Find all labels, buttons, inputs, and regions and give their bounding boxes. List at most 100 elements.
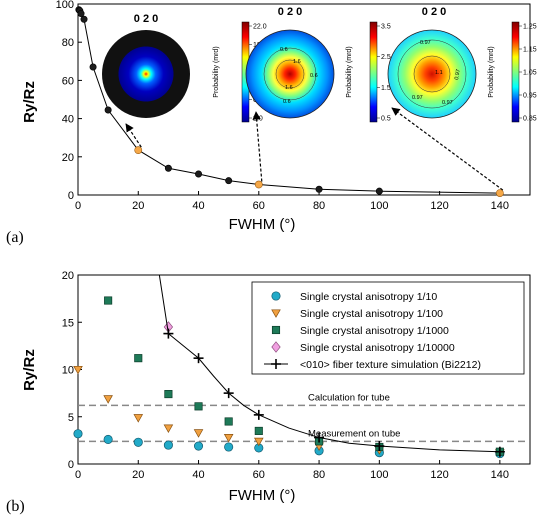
colorbar-tick-label: 22.0 xyxy=(253,24,267,31)
y-tick-label: 15 xyxy=(62,317,74,329)
colorbar-4: 1.25 1.15 1.05 0.95 0.85 Probability (mrd) xyxy=(488,21,537,123)
y-tick-label: 20 xyxy=(62,270,74,282)
x-tick-label: 120 xyxy=(430,200,448,212)
colorbar-tick-label: 0.85 xyxy=(523,116,537,123)
data-point xyxy=(195,170,203,178)
data-point xyxy=(89,63,97,71)
data-point xyxy=(77,10,85,18)
pole-figure-inset-1: 0 2 0 xyxy=(102,13,190,118)
series-5-point xyxy=(163,328,174,339)
series-3-point xyxy=(224,417,233,426)
panel-a-ylabel: Ry/Rz xyxy=(21,81,38,123)
inset-3-colorbar-label: Probability (mrd) xyxy=(346,46,353,97)
data-point xyxy=(315,185,323,193)
legend-entry: Single crystal anisotropy 1/10000 xyxy=(300,342,455,354)
panel-a-xlabel: FWHM (°) xyxy=(229,216,296,233)
series-1-point xyxy=(163,440,173,450)
panel-b-ylabel: Ry/Rz xyxy=(21,349,38,391)
colorbar-tick-label: 1.15 xyxy=(523,47,537,54)
legend: Single crystal anisotropy 1/10 Single cry… xyxy=(251,281,525,375)
y-tick-label: 80 xyxy=(62,37,74,49)
y-tick-label: 20 xyxy=(62,152,74,164)
panel-a-chart: 0 20 40 60 80 100 0 20 40 60 80 100 120 140 Ry/Rz FW… xyxy=(21,0,537,233)
contour-label: 1.6 xyxy=(285,85,293,91)
series-1-point xyxy=(133,437,143,447)
legend-entry: Single crystal anisotropy 1/1000 xyxy=(300,325,449,337)
contour-line xyxy=(263,47,317,101)
contour-line xyxy=(397,39,467,109)
inset-arrow xyxy=(391,107,504,191)
x-tick-label: 40 xyxy=(192,200,204,212)
inset-2-title: 0 2 0 xyxy=(278,6,302,18)
pole-figure-inset-2: 0 2 0 22.018.014.010.06.02.0 Probability… xyxy=(213,6,335,123)
series-3-point xyxy=(164,390,173,399)
y-tick-label: 100 xyxy=(56,0,74,11)
colorbar-tick-label: 3.5 xyxy=(381,24,391,31)
x-tick-label: 80 xyxy=(313,469,325,481)
pole-figure-inset-3: 0 2 0 3.5 2.5 1.5 0.5 Probability (mrd) 0.9… xyxy=(346,6,477,123)
series-2-point xyxy=(253,437,264,447)
inset-arrow xyxy=(252,111,263,182)
x-tick-label: 20 xyxy=(132,200,144,212)
fiber-simulation-curve xyxy=(158,274,500,453)
y-tick-label: 5 xyxy=(68,412,74,424)
x-tick-label: 60 xyxy=(253,200,265,212)
legend-marker xyxy=(271,309,281,318)
series-2-point xyxy=(163,424,174,433)
y-tick-label: 40 xyxy=(62,114,74,126)
legend-marker xyxy=(271,359,281,369)
inset-3-title: 0 2 0 xyxy=(422,6,446,18)
contour-label: 0.97 xyxy=(454,69,462,81)
colorbar-tick-label: 1.05 xyxy=(523,70,537,77)
legend-entry: Single crystal anisotropy 1/10 xyxy=(300,291,437,303)
inset-3-colorbar xyxy=(369,21,378,123)
series-2-point xyxy=(133,414,144,423)
data-point xyxy=(164,164,172,172)
panel-a-plot-frame xyxy=(77,3,531,196)
series-3-point xyxy=(104,296,113,305)
series-5-point xyxy=(253,409,264,420)
series-1-point xyxy=(103,434,113,444)
x-tick-label: 100 xyxy=(370,200,388,212)
contour-label: 0.6 xyxy=(310,73,318,79)
x-tick-label: 0 xyxy=(75,200,81,212)
inset-2-colorbar-label: Probability (mrd) xyxy=(213,46,220,97)
data-point xyxy=(80,15,88,23)
x-tick-label: 60 xyxy=(253,469,265,481)
legend-entry: Single crystal anisotropy 1/100 xyxy=(300,308,443,320)
series-3-point xyxy=(254,426,263,435)
contour-label: 0.6 xyxy=(283,99,291,105)
x-tick-label: 20 xyxy=(132,469,144,481)
series-2-point xyxy=(103,395,113,404)
y-tick-label: 0 xyxy=(68,190,74,202)
reference-line-label: Measurement on tube xyxy=(308,428,400,439)
series-2-point xyxy=(193,429,204,438)
y-tick-label: 60 xyxy=(62,75,74,87)
series-1-point xyxy=(224,442,234,452)
panel-a-label: (a) xyxy=(6,229,24,246)
series-5-point xyxy=(223,388,234,399)
contour-label: 0.97 xyxy=(420,40,431,46)
y-tick-label: 0 xyxy=(68,459,74,471)
contour-label: 1.6 xyxy=(293,59,301,65)
x-tick-label: 100 xyxy=(370,469,388,481)
series-2-point xyxy=(223,433,234,443)
contour-label: 0.6 xyxy=(280,47,288,53)
pole-figure-3 xyxy=(387,29,477,119)
series-3-point xyxy=(134,354,143,363)
x-tick-label: 120 xyxy=(430,469,448,481)
pole-figure-1 xyxy=(102,30,190,118)
y-tick-label: 10 xyxy=(62,365,74,377)
contour-line xyxy=(413,55,451,93)
x-tick-label: 140 xyxy=(491,200,509,212)
reference-line-label: Calculation for tube xyxy=(308,392,390,403)
series-1-point xyxy=(193,441,204,451)
panel-b-label: (b) xyxy=(6,498,25,515)
data-point xyxy=(104,106,112,114)
data-point xyxy=(375,187,383,195)
inset-4-colorbar-label: Probability (mrd) xyxy=(488,46,495,97)
panel-b-xlabel: FWHM (°) xyxy=(229,487,296,504)
colorbar-tick-label: 1.25 xyxy=(523,24,537,31)
colorbar-tick-label: 0.95 xyxy=(523,93,537,100)
